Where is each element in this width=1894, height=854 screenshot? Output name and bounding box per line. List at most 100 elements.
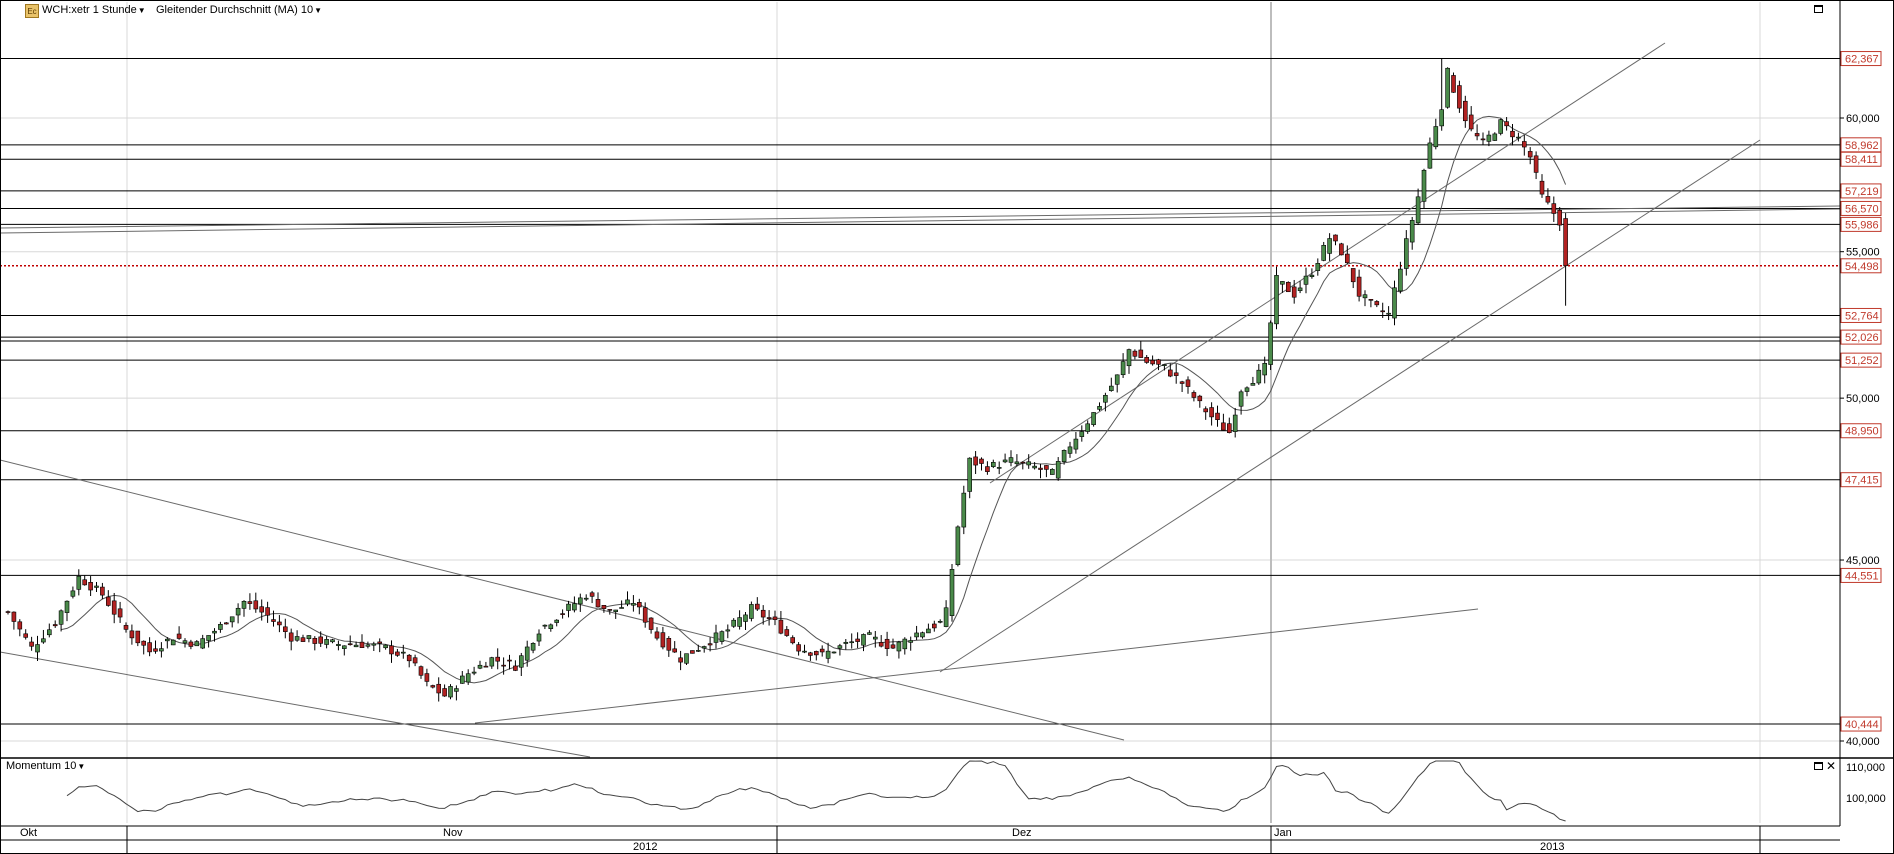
candle-body [389, 645, 394, 655]
level-label-box [1840, 567, 1882, 583]
candle-body [1545, 196, 1551, 203]
candle-body [1309, 274, 1315, 278]
candle-body [625, 599, 630, 605]
candle-body [636, 602, 642, 608]
candle [29, 636, 34, 651]
candle [1533, 151, 1539, 180]
candle [1215, 405, 1220, 427]
momentum-selector[interactable]: Momentum 10▼ [6, 760, 85, 772]
candle [1474, 124, 1480, 141]
candle [1103, 392, 1108, 412]
candle-body [377, 641, 383, 644]
candle [1498, 118, 1503, 136]
candle-body [1380, 310, 1385, 313]
candle-body [1539, 180, 1545, 195]
candle [542, 624, 548, 630]
candle [890, 638, 896, 649]
candle [235, 603, 241, 624]
candle-body [725, 629, 731, 632]
indicator-label: Gleitender Durchschnitt (MA) 10 [156, 4, 314, 16]
candle [1073, 432, 1079, 454]
maximize-panel-icon[interactable] [1814, 762, 1823, 770]
axis-tick-label: 60,000 [1846, 113, 1880, 125]
grid-lines [0, 2, 1840, 823]
level-label: 57,219 [1840, 183, 1882, 199]
candle [330, 638, 335, 644]
level-label: 47,415 [1840, 472, 1882, 488]
candle-body [560, 613, 565, 615]
candle-body [896, 641, 902, 652]
month-label: Dez [1012, 827, 1032, 839]
candle [1350, 268, 1356, 289]
candle-body [241, 600, 247, 609]
level-label: 52,764 [1840, 307, 1882, 323]
candle [206, 635, 211, 648]
candle [64, 600, 70, 622]
candle [1516, 132, 1521, 142]
candle [808, 651, 813, 661]
close-panel-icon[interactable]: ✕ [1826, 759, 1837, 773]
maximize-icon[interactable] [1814, 5, 1823, 13]
axis-tick-label: 55,000 [1846, 247, 1880, 259]
indicator-selector[interactable]: Gleitender Durchschnitt (MA) 10▼ [156, 4, 322, 16]
candle [784, 626, 790, 637]
candle [1339, 242, 1344, 256]
candle [1191, 390, 1197, 402]
candle [813, 650, 819, 661]
level-label-box [1840, 352, 1882, 368]
candle [406, 654, 412, 668]
candle-body [176, 633, 182, 639]
candle-body [808, 652, 813, 656]
candle-body [648, 617, 654, 630]
candle [1345, 245, 1350, 265]
trend-line [939, 139, 1761, 673]
candle [277, 615, 282, 633]
candle [548, 623, 554, 632]
candle-body [1262, 363, 1267, 376]
candle [855, 632, 860, 649]
candle-body [371, 643, 377, 646]
candle-body [1315, 263, 1321, 271]
candle-body [436, 683, 442, 694]
candle-body [619, 607, 624, 609]
candle [743, 612, 748, 631]
candle-body [955, 526, 961, 566]
candle-body [448, 686, 453, 698]
candle [1451, 72, 1456, 93]
candle-body [1215, 412, 1220, 420]
candle [1463, 95, 1468, 128]
trend-line [0, 651, 591, 758]
candle-body [465, 673, 471, 683]
candle [1244, 386, 1250, 397]
candle [1067, 441, 1073, 458]
year-label: 2012 [633, 841, 657, 853]
horizontal-levels [0, 58, 1840, 725]
candle [985, 461, 990, 475]
candle [1173, 364, 1179, 384]
candle [843, 639, 849, 650]
candle [76, 569, 82, 596]
candle-body [324, 639, 329, 645]
candle [70, 586, 76, 599]
candle-body [1327, 238, 1332, 254]
candle [111, 592, 117, 624]
candle-body [1191, 392, 1197, 398]
candle-body [778, 619, 784, 634]
candle-body [1250, 383, 1256, 386]
candle [1392, 280, 1397, 326]
candle-body [589, 592, 595, 597]
symbol-selector[interactable]: WCH:xetr 1 Stunde▼ [42, 4, 146, 16]
candle-body [931, 623, 937, 629]
candle [282, 618, 288, 639]
candle-body [1557, 209, 1562, 226]
candle [678, 650, 683, 671]
candle [1427, 137, 1433, 169]
candle [265, 601, 270, 623]
candle [5, 610, 11, 615]
candle-body [247, 601, 253, 604]
candle [159, 642, 164, 658]
candle [507, 654, 512, 670]
candle-body [489, 657, 495, 667]
chevron-down-icon: ▼ [137, 6, 146, 15]
